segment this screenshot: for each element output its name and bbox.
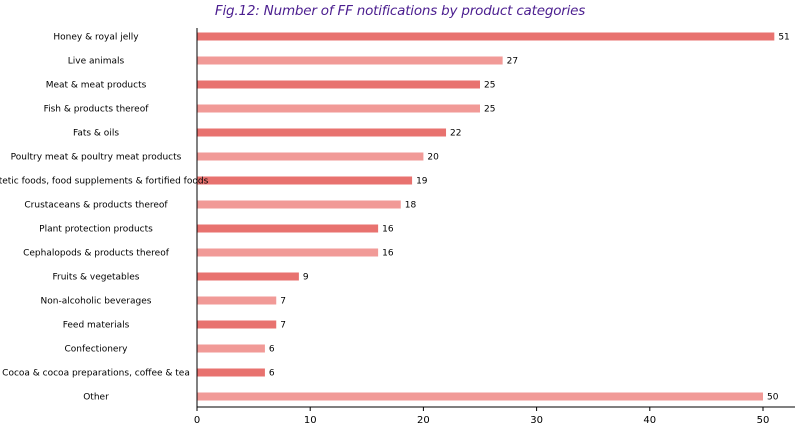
category-labels: Honey & royal jelly Live animals Meat & me…	[0, 33, 209, 403]
bar-8	[197, 224, 379, 233]
bar-15	[197, 392, 763, 401]
bar-12	[197, 320, 277, 329]
bar-1	[197, 56, 503, 65]
value-label-5: 20	[427, 153, 439, 163]
value-label-11: 7	[280, 297, 286, 307]
category-label-9: Cephalopods & products thereof	[23, 249, 170, 259]
category-label-10: Fruits & vegetables	[53, 273, 140, 283]
bar-13	[197, 344, 265, 353]
category-label-13: Confectionery	[65, 345, 129, 355]
value-label-0: 51	[778, 33, 789, 43]
value-label-9: 16	[382, 249, 394, 259]
value-label-3: 25	[484, 105, 495, 115]
x-tick-label-0: 0	[194, 415, 200, 426]
category-label-15: Other	[83, 393, 109, 403]
value-label-8: 16	[382, 225, 394, 235]
category-label-7: Crustaceans & products thereof	[24, 201, 168, 211]
value-label-13: 6	[269, 345, 275, 355]
category-label-12: Feed materials	[63, 321, 130, 331]
value-label-10: 9	[303, 273, 309, 283]
bar-10	[197, 272, 299, 281]
category-label-2: Meat & meat products	[46, 81, 147, 91]
bars-group	[197, 32, 775, 401]
bar-0	[197, 32, 775, 41]
category-label-1: Live animals	[68, 57, 125, 67]
category-label-8: Plant protection products	[39, 225, 153, 235]
category-label-6: Dietetic foods, food supplements & forti…	[0, 177, 209, 187]
value-label-12: 7	[280, 321, 286, 331]
x-tick-label-5: 50	[757, 415, 770, 426]
value-label-14: 6	[269, 369, 275, 379]
bar-3	[197, 104, 480, 113]
bar-11	[197, 296, 277, 305]
x-tick-label-3: 30	[530, 415, 543, 426]
value-label-7: 18	[405, 201, 417, 211]
bar-7	[197, 200, 401, 209]
value-label-1: 27	[507, 57, 518, 67]
x-tick-label-1: 10	[304, 415, 317, 426]
value-label-15: 50	[767, 393, 779, 403]
category-label-3: Fish & products thereof	[44, 105, 150, 115]
bar-2	[197, 80, 480, 89]
bar-6	[197, 176, 413, 185]
axes: 0 10 20 30 40 50	[194, 28, 795, 426]
chart-title: Fig.12: Number of FF notifications by pr…	[214, 3, 586, 19]
bar-14	[197, 368, 265, 377]
category-label-11: Non-alcoholic beverages	[41, 297, 152, 307]
category-label-5: Poultry meat & poultry meat products	[11, 153, 182, 163]
category-label-14: Cocoa & cocoa preparations, coffee & tea	[2, 369, 190, 379]
bar-9	[197, 248, 379, 257]
value-label-2: 25	[484, 81, 495, 91]
value-label-4: 22	[450, 129, 461, 139]
x-tick-label-4: 40	[643, 415, 656, 426]
bar-5	[197, 152, 424, 161]
value-labels: 51 27 25 25 22 20 19 18 16 16 9 7 7 6 6 50	[269, 33, 790, 403]
bar-4	[197, 128, 447, 137]
value-label-6: 19	[416, 177, 428, 187]
x-tick-label-2: 20	[417, 415, 430, 426]
category-label-0: Honey & royal jelly	[53, 33, 139, 43]
category-label-4: Fats & oils	[73, 129, 119, 139]
